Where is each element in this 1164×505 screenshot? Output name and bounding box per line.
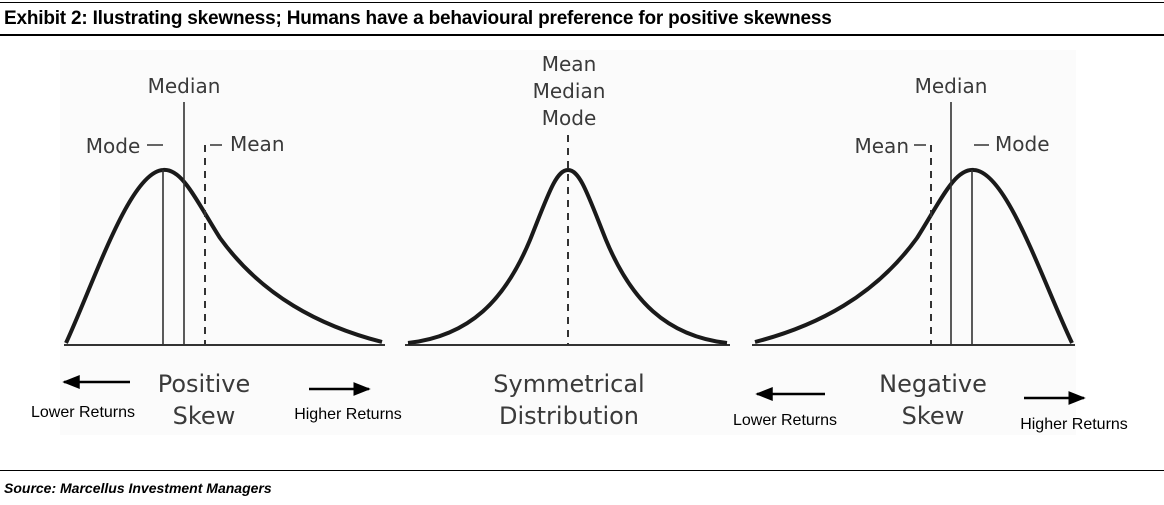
symmetric-mean-label: Mean xyxy=(542,52,597,76)
symmetric-median-label: Median xyxy=(533,79,606,103)
positive-skew-curve xyxy=(64,167,383,344)
negative-mean-label: Mean xyxy=(855,134,910,158)
negative-higher-returns-label: Higher Returns xyxy=(1020,416,1128,433)
source-top-rule xyxy=(0,470,1164,471)
positive-skew-title-line2: Skew xyxy=(173,402,236,430)
positive-skew-panel: Median Mode Mean Positive Skew Lower Ret… xyxy=(31,74,402,430)
negative-skew-title-line2: Skew xyxy=(902,402,965,430)
positive-lower-returns-label: Lower Returns xyxy=(31,404,135,421)
negative-skew-curve xyxy=(754,167,1074,344)
positive-higher-returns-label: Higher Returns xyxy=(294,406,402,423)
negative-skew-title-line1: Negative xyxy=(879,370,987,398)
positive-mean-label: Mean xyxy=(230,132,285,156)
symmetric-title-line1: Symmetrical xyxy=(493,370,644,398)
symmetric-curve xyxy=(407,167,728,345)
title-bottom-rule xyxy=(0,34,1164,36)
positive-mode-label: Mode xyxy=(86,134,141,158)
negative-lower-returns-label: Lower Returns xyxy=(733,412,837,429)
positive-median-label: Median xyxy=(148,74,221,98)
exhibit-title: Exhibit 2: Ilustrating skewness; Humans … xyxy=(4,8,832,29)
title-top-rule xyxy=(0,2,1164,3)
source-note: Source: Marcellus Investment Managers xyxy=(4,480,272,496)
symmetrical-panel: Mean Median Mode Symmetrical Distributio… xyxy=(405,52,730,430)
negative-mode-label: Mode xyxy=(995,132,1050,156)
symmetric-mode-label: Mode xyxy=(542,106,597,130)
symmetric-title-line2: Distribution xyxy=(499,402,639,430)
negative-skew-panel: Median Mean Mode Negative Skew Lower Ret… xyxy=(733,74,1128,433)
positive-skew-title-line1: Positive xyxy=(158,370,251,398)
negative-median-label: Median xyxy=(915,74,988,98)
